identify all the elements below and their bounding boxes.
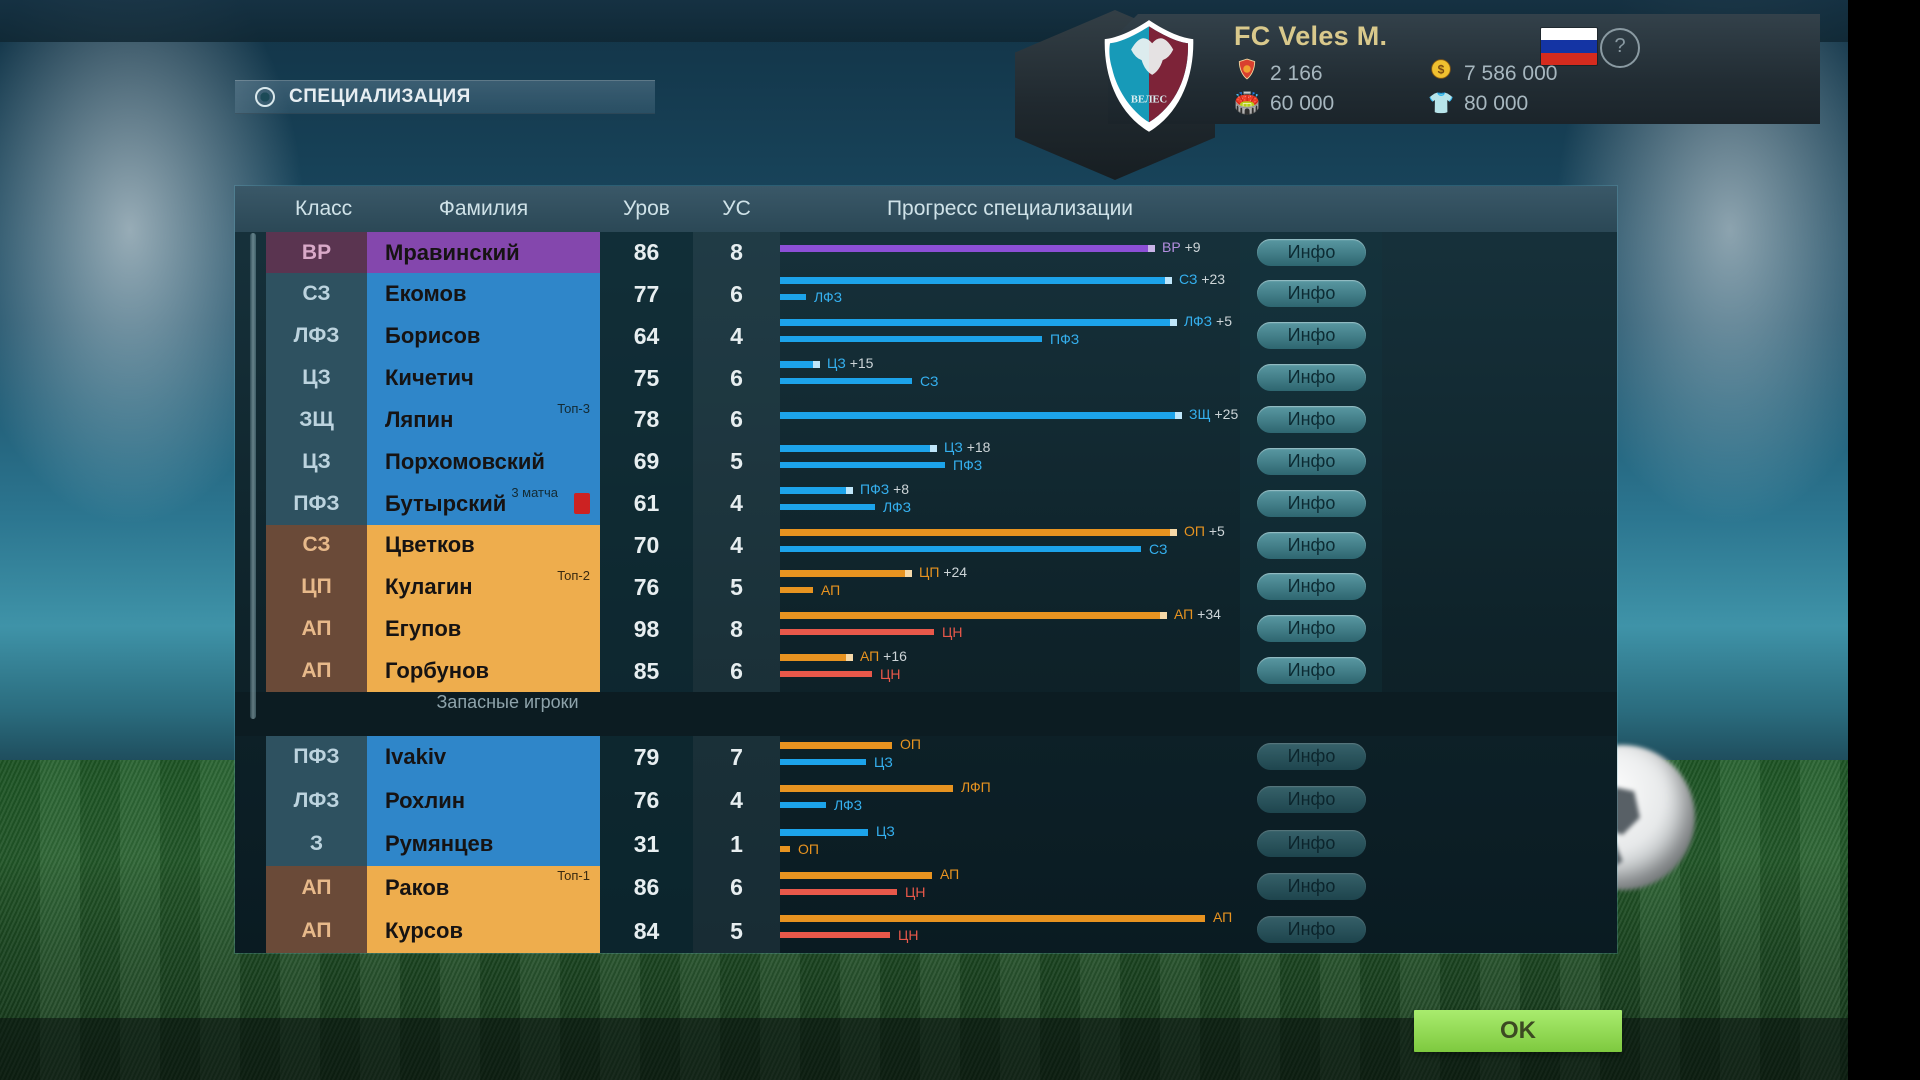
- svg-text:ВЕЛЕС: ВЕЛЕС: [1131, 94, 1167, 105]
- svg-text:$: $: [1438, 62, 1445, 76]
